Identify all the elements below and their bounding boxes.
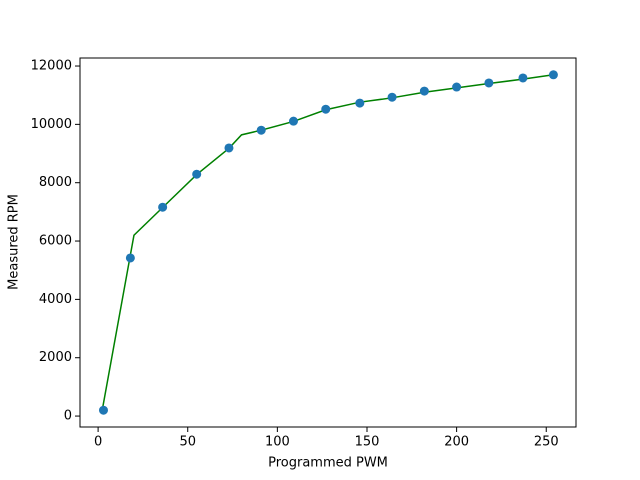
x-tick-label: 250 [534, 435, 559, 450]
x-tick-label: 150 [355, 435, 380, 450]
data-point [419, 86, 429, 96]
data-point [321, 104, 331, 114]
y-tick-label: 0 [64, 409, 72, 424]
x-tick-label: 200 [444, 435, 469, 450]
y-tick-label: 8000 [39, 175, 72, 190]
plot-frame [79, 57, 577, 428]
fit-line [101, 74, 554, 409]
x-tick-label: 100 [265, 435, 290, 450]
x-tick-label: 50 [179, 435, 196, 450]
data-point [548, 70, 558, 80]
data-point [158, 202, 168, 212]
data-point [224, 143, 234, 153]
y-tick-label: 4000 [39, 292, 72, 307]
data-point [452, 82, 462, 92]
data-point [192, 169, 202, 179]
data-point [98, 405, 108, 415]
data-point [256, 125, 266, 135]
x-axis-label: Programmed PWM [268, 456, 388, 471]
data-point [288, 116, 298, 126]
y-tick-label: 2000 [39, 350, 72, 365]
data-point [125, 253, 135, 263]
y-tick-label: 12000 [31, 59, 72, 74]
data-point [387, 92, 397, 102]
y-axis-label: Measured RPM [7, 194, 22, 290]
y-tick-label: 6000 [39, 234, 72, 249]
y-tick-label: 10000 [31, 117, 72, 132]
data-point [355, 98, 365, 108]
data-point [484, 78, 494, 88]
data-point [518, 73, 528, 83]
x-tick-label: 0 [94, 435, 102, 450]
